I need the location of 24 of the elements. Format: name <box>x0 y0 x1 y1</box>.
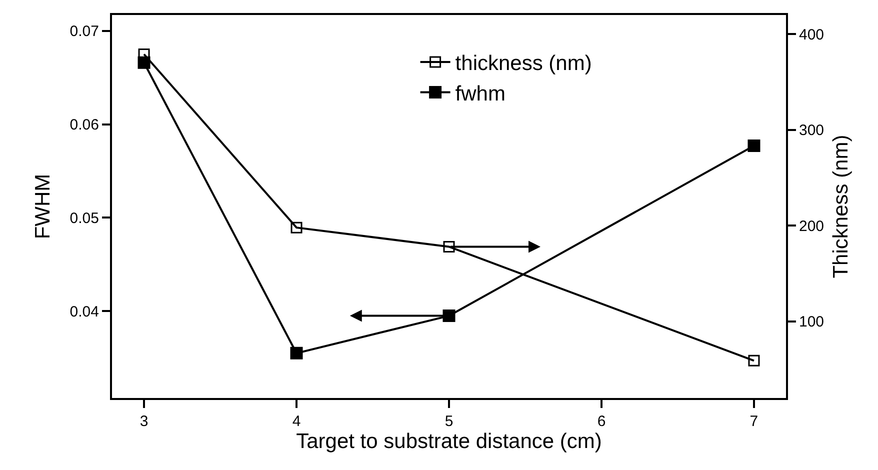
point <box>290 222 302 234</box>
x-tick-label: 7 <box>750 413 758 430</box>
y2-tick-label: 400 <box>799 26 824 44</box>
point <box>748 140 760 152</box>
y2-tick-label: 300 <box>799 122 824 140</box>
point <box>290 346 303 360</box>
legend-label: thickness (nm) <box>455 52 592 76</box>
y-tick-label: 0.07 <box>70 23 99 40</box>
point <box>443 240 455 252</box>
y-tick-label: 0.06 <box>70 116 99 134</box>
point <box>442 310 456 322</box>
y2-tick-label: 100 <box>799 314 824 331</box>
point <box>748 354 760 366</box>
y2-axis-title: Thickness (nm) <box>830 134 853 278</box>
y2-tick-label: 200 <box>799 218 824 235</box>
x-tick-label: 5 <box>444 413 454 430</box>
y-tick-label: 0.05 <box>70 210 99 227</box>
x-tick-label: 4 <box>292 413 301 430</box>
y-tick-label: 0.04 <box>70 303 99 320</box>
legend-label: fwhm <box>455 82 506 106</box>
x-tick-label: 6 <box>597 413 606 430</box>
y-axis-title: FWHM <box>31 174 54 240</box>
x-tick-label: 3 <box>140 413 148 430</box>
x-axis-title: Target to substrate distance (cm) <box>296 430 602 453</box>
